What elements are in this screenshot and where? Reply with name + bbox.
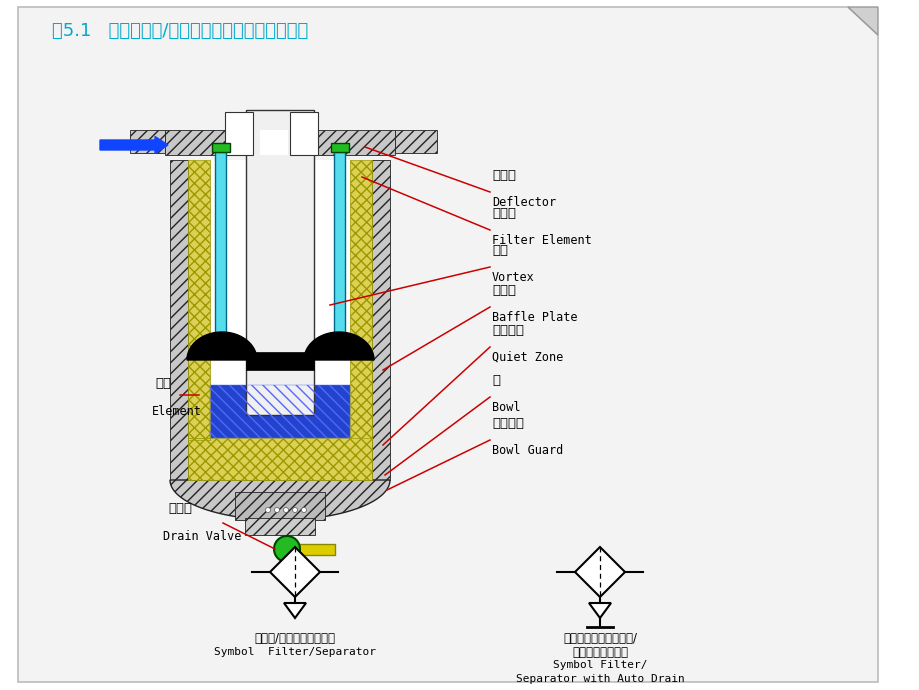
Bar xyxy=(331,143,348,152)
Text: 图5.1   典型的过滤/水分离器和任选的自动排水器: 图5.1 典型的过滤/水分离器和任选的自动排水器 xyxy=(52,22,308,40)
Polygon shape xyxy=(847,7,877,35)
Text: 杯: 杯 xyxy=(492,374,499,387)
Text: Quiet Zone: Quiet Zone xyxy=(492,351,562,364)
Polygon shape xyxy=(269,547,320,597)
Text: Filter Element: Filter Element xyxy=(492,234,591,247)
Text: 分离器的图形符号: 分离器的图形符号 xyxy=(572,646,628,659)
Bar xyxy=(334,152,345,355)
Bar xyxy=(371,160,390,480)
Bar xyxy=(349,160,371,440)
Text: Baffle Plate: Baffle Plate xyxy=(492,311,577,324)
Bar xyxy=(260,130,288,155)
Text: 阻挡板: 阻挡板 xyxy=(492,284,516,297)
Circle shape xyxy=(266,508,270,513)
Bar xyxy=(130,130,165,153)
Circle shape xyxy=(274,508,279,513)
Bar xyxy=(215,152,226,355)
Bar xyxy=(210,385,349,438)
Text: Element: Element xyxy=(152,405,201,418)
Text: 杯子护套: 杯子护套 xyxy=(492,417,524,430)
Bar xyxy=(165,130,394,155)
Circle shape xyxy=(283,508,289,513)
Bar xyxy=(187,160,371,480)
Text: Deflector: Deflector xyxy=(492,196,555,209)
Polygon shape xyxy=(588,603,610,618)
Bar xyxy=(211,143,230,152)
Circle shape xyxy=(292,508,297,513)
Bar xyxy=(289,112,318,155)
Text: Bowl Guard: Bowl Guard xyxy=(492,444,562,457)
Polygon shape xyxy=(303,332,374,360)
Polygon shape xyxy=(187,480,371,516)
Bar xyxy=(187,160,210,440)
Text: 过滤板: 过滤板 xyxy=(492,207,516,220)
Text: Vortex: Vortex xyxy=(492,271,534,284)
Circle shape xyxy=(274,536,300,562)
Polygon shape xyxy=(170,480,390,520)
Text: Symbol  Filter/Separator: Symbol Filter/Separator xyxy=(214,647,376,657)
Text: Bowl: Bowl xyxy=(492,401,520,414)
Bar xyxy=(245,352,313,370)
FancyArrow shape xyxy=(100,137,168,153)
Bar xyxy=(275,544,335,555)
Polygon shape xyxy=(18,7,877,682)
Bar xyxy=(187,438,371,480)
Bar xyxy=(245,110,313,415)
Bar xyxy=(394,130,437,153)
Bar xyxy=(210,385,349,438)
Text: 排水阀: 排水阀 xyxy=(168,502,192,515)
Polygon shape xyxy=(187,332,256,360)
Bar xyxy=(244,518,314,535)
Text: 过滤器/分离器的图形符号: 过滤器/分离器的图形符号 xyxy=(255,632,335,645)
Text: 带自动排水器的过滤器/: 带自动排水器的过滤器/ xyxy=(562,632,636,645)
Text: Separator with Auto Drain: Separator with Auto Drain xyxy=(515,674,684,684)
Polygon shape xyxy=(574,547,624,597)
Polygon shape xyxy=(284,603,306,618)
Text: 涡流: 涡流 xyxy=(492,244,507,257)
Text: Drain Valve: Drain Valve xyxy=(163,530,241,543)
Bar xyxy=(170,160,187,480)
Text: 滤芯: 滤芯 xyxy=(154,377,171,390)
Text: Symbol Filter/: Symbol Filter/ xyxy=(552,660,647,670)
Circle shape xyxy=(301,508,306,513)
Polygon shape xyxy=(187,438,210,440)
Text: 导流板: 导流板 xyxy=(492,169,516,182)
Bar xyxy=(225,112,253,155)
Bar xyxy=(234,492,324,520)
Text: 静态区域: 静态区域 xyxy=(492,324,524,337)
